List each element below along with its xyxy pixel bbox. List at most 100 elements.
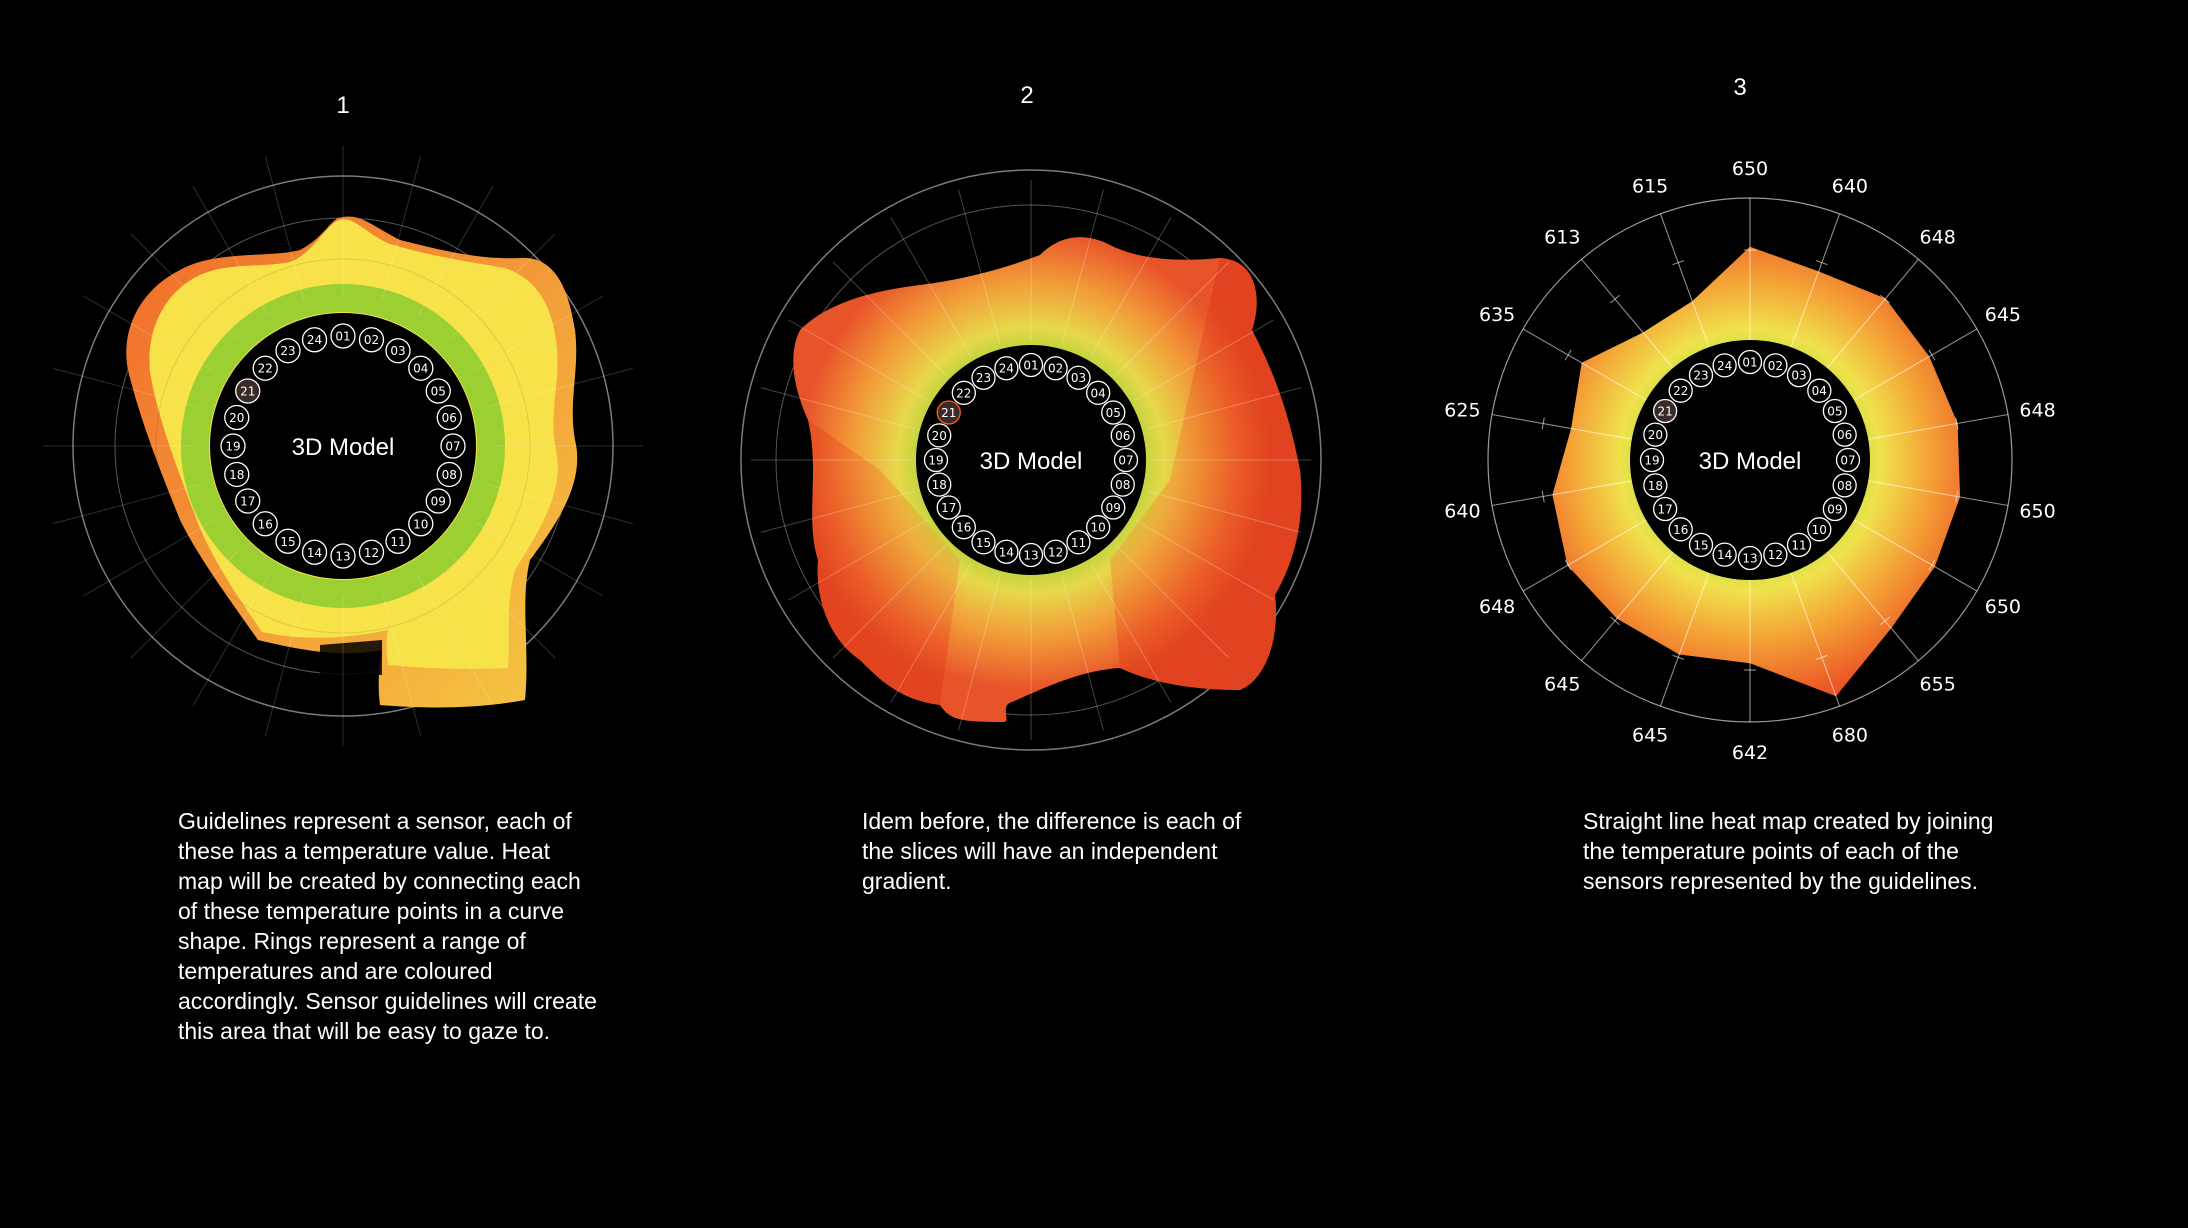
sensor-03-label: 03 [390, 344, 405, 358]
guideline [130, 551, 238, 659]
sensor-21-marker[interactable] [936, 400, 961, 425]
sensor-01-marker[interactable] [330, 323, 356, 349]
sensor-10-marker[interactable] [408, 511, 434, 537]
sensor-21-label: 21 [1657, 405, 1672, 419]
sensor-11-marker[interactable] [1066, 530, 1091, 555]
sensor-23-marker[interactable] [275, 338, 301, 364]
guideline [1115, 544, 1230, 659]
guideline [1061, 575, 1104, 731]
sensor-13-marker[interactable] [1018, 542, 1044, 568]
sensor-24-marker[interactable] [1712, 353, 1737, 378]
sensor-18-marker[interactable] [224, 461, 250, 488]
sensor-05-marker[interactable] [425, 378, 451, 404]
sensor-03-marker[interactable] [1786, 362, 1812, 388]
sensor-05-marker[interactable] [1101, 400, 1126, 425]
sensor-21-label: 21 [240, 385, 255, 399]
sensor-10-marker[interactable] [1086, 515, 1111, 540]
p2-guidelines [751, 180, 1311, 740]
sensor-18-marker[interactable] [1643, 473, 1668, 498]
panel-2-caption: Idem before, the difference is each of t… [862, 808, 1242, 894]
sensor-02-marker[interactable] [1043, 356, 1068, 381]
sensor-17-marker[interactable] [235, 488, 261, 514]
sensor-17-marker[interactable] [936, 495, 961, 520]
sensor-03-marker[interactable] [385, 338, 411, 364]
sensor-07-marker[interactable] [1113, 447, 1139, 473]
sensor-13-marker[interactable] [330, 543, 356, 569]
sensor-09-marker[interactable] [1101, 495, 1126, 520]
sensor-22-marker[interactable] [252, 355, 278, 381]
sensor-14-marker[interactable] [301, 539, 328, 565]
guideline-tick [1672, 260, 1684, 266]
sensor-01-marker[interactable] [1018, 352, 1044, 378]
sensor-09-marker[interactable] [1822, 496, 1848, 522]
sensor-24-marker[interactable] [301, 327, 328, 353]
sensor-16-marker[interactable] [252, 511, 278, 537]
sensor-18-marker[interactable] [927, 472, 952, 497]
sensor-06-marker[interactable] [436, 404, 462, 431]
sensor-11-marker[interactable] [1786, 532, 1812, 558]
sensor-11-label: 11 [1071, 536, 1086, 550]
temperature-value-label: 645 [1544, 674, 1580, 696]
guideline [890, 217, 972, 357]
guideline [472, 295, 604, 372]
sensor-12-marker[interactable] [1043, 539, 1068, 564]
sensor-20-marker[interactable] [927, 423, 952, 448]
sensor-12-label: 12 [364, 546, 379, 560]
sensor-21-marker[interactable] [235, 378, 261, 404]
sensor-12-label: 12 [1768, 548, 1783, 562]
sensor-16-marker[interactable] [951, 515, 976, 540]
sensor-07-marker[interactable] [440, 433, 466, 459]
sensor-02-marker[interactable] [1763, 353, 1788, 378]
panel-1-number: 1 [336, 92, 350, 119]
sensor-08-marker[interactable] [1832, 473, 1857, 498]
sensor-21-label: 21 [941, 406, 956, 420]
sensor-08-marker[interactable] [436, 461, 462, 488]
sensor-07-marker[interactable] [1835, 447, 1861, 473]
sensor-10-marker[interactable] [1807, 517, 1832, 542]
sensor-15-marker[interactable] [971, 530, 996, 555]
temperature-guideline [1522, 519, 1647, 592]
sensor-15-marker[interactable] [275, 528, 301, 554]
sensor-06-label: 06 [1115, 429, 1130, 443]
sensor-08-marker[interactable] [1110, 472, 1135, 497]
sensor-06-marker[interactable] [1832, 422, 1857, 447]
sensor-22-marker[interactable] [951, 380, 976, 405]
sensor-12-marker[interactable] [358, 539, 385, 565]
sensor-19-marker[interactable] [1639, 447, 1665, 473]
sensor-24-marker[interactable] [994, 356, 1019, 381]
sensor-21-marker[interactable] [1652, 398, 1678, 424]
sensor-11-marker[interactable] [385, 528, 411, 554]
sensor-01-marker[interactable] [1737, 349, 1763, 375]
sensor-19-marker[interactable] [220, 433, 246, 459]
sensor-14-marker[interactable] [994, 539, 1019, 564]
sensor-23-marker[interactable] [1688, 362, 1714, 388]
sensor-12-marker[interactable] [1763, 542, 1788, 567]
temperature-guideline [1826, 551, 1919, 662]
sensor-13-marker[interactable] [1737, 545, 1763, 571]
sensor-19-label: 19 [1644, 454, 1659, 468]
sensor-15-marker[interactable] [1688, 532, 1714, 558]
sensor-19-marker[interactable] [923, 447, 949, 473]
sensor-09-marker[interactable] [425, 488, 451, 514]
sensor-23-marker[interactable] [971, 365, 996, 390]
temperature-value-label: 650 [1985, 596, 2021, 618]
sensor-16-label: 16 [258, 517, 273, 531]
sensor-02-marker[interactable] [358, 327, 385, 353]
sensor-20-marker[interactable] [1643, 422, 1668, 447]
sensor-11-label: 11 [390, 535, 405, 549]
sensor-14-marker[interactable] [1712, 542, 1737, 567]
sensor-22-label: 22 [1673, 384, 1688, 398]
sensor-04-marker[interactable] [408, 355, 434, 381]
sensor-17-marker[interactable] [1652, 496, 1678, 522]
guideline-tick [1672, 654, 1684, 660]
sensor-05-marker[interactable] [1822, 398, 1848, 424]
sensor-04-marker[interactable] [1807, 378, 1832, 403]
sensor-16-marker[interactable] [1668, 517, 1693, 542]
sensor-20-marker[interactable] [224, 404, 250, 431]
sensor-22-marker[interactable] [1668, 378, 1693, 403]
sensor-06-marker[interactable] [1110, 423, 1135, 448]
sensor-04-marker[interactable] [1086, 380, 1111, 405]
sensor-03-marker[interactable] [1066, 365, 1091, 390]
sensor-02-label: 02 [1768, 359, 1783, 373]
